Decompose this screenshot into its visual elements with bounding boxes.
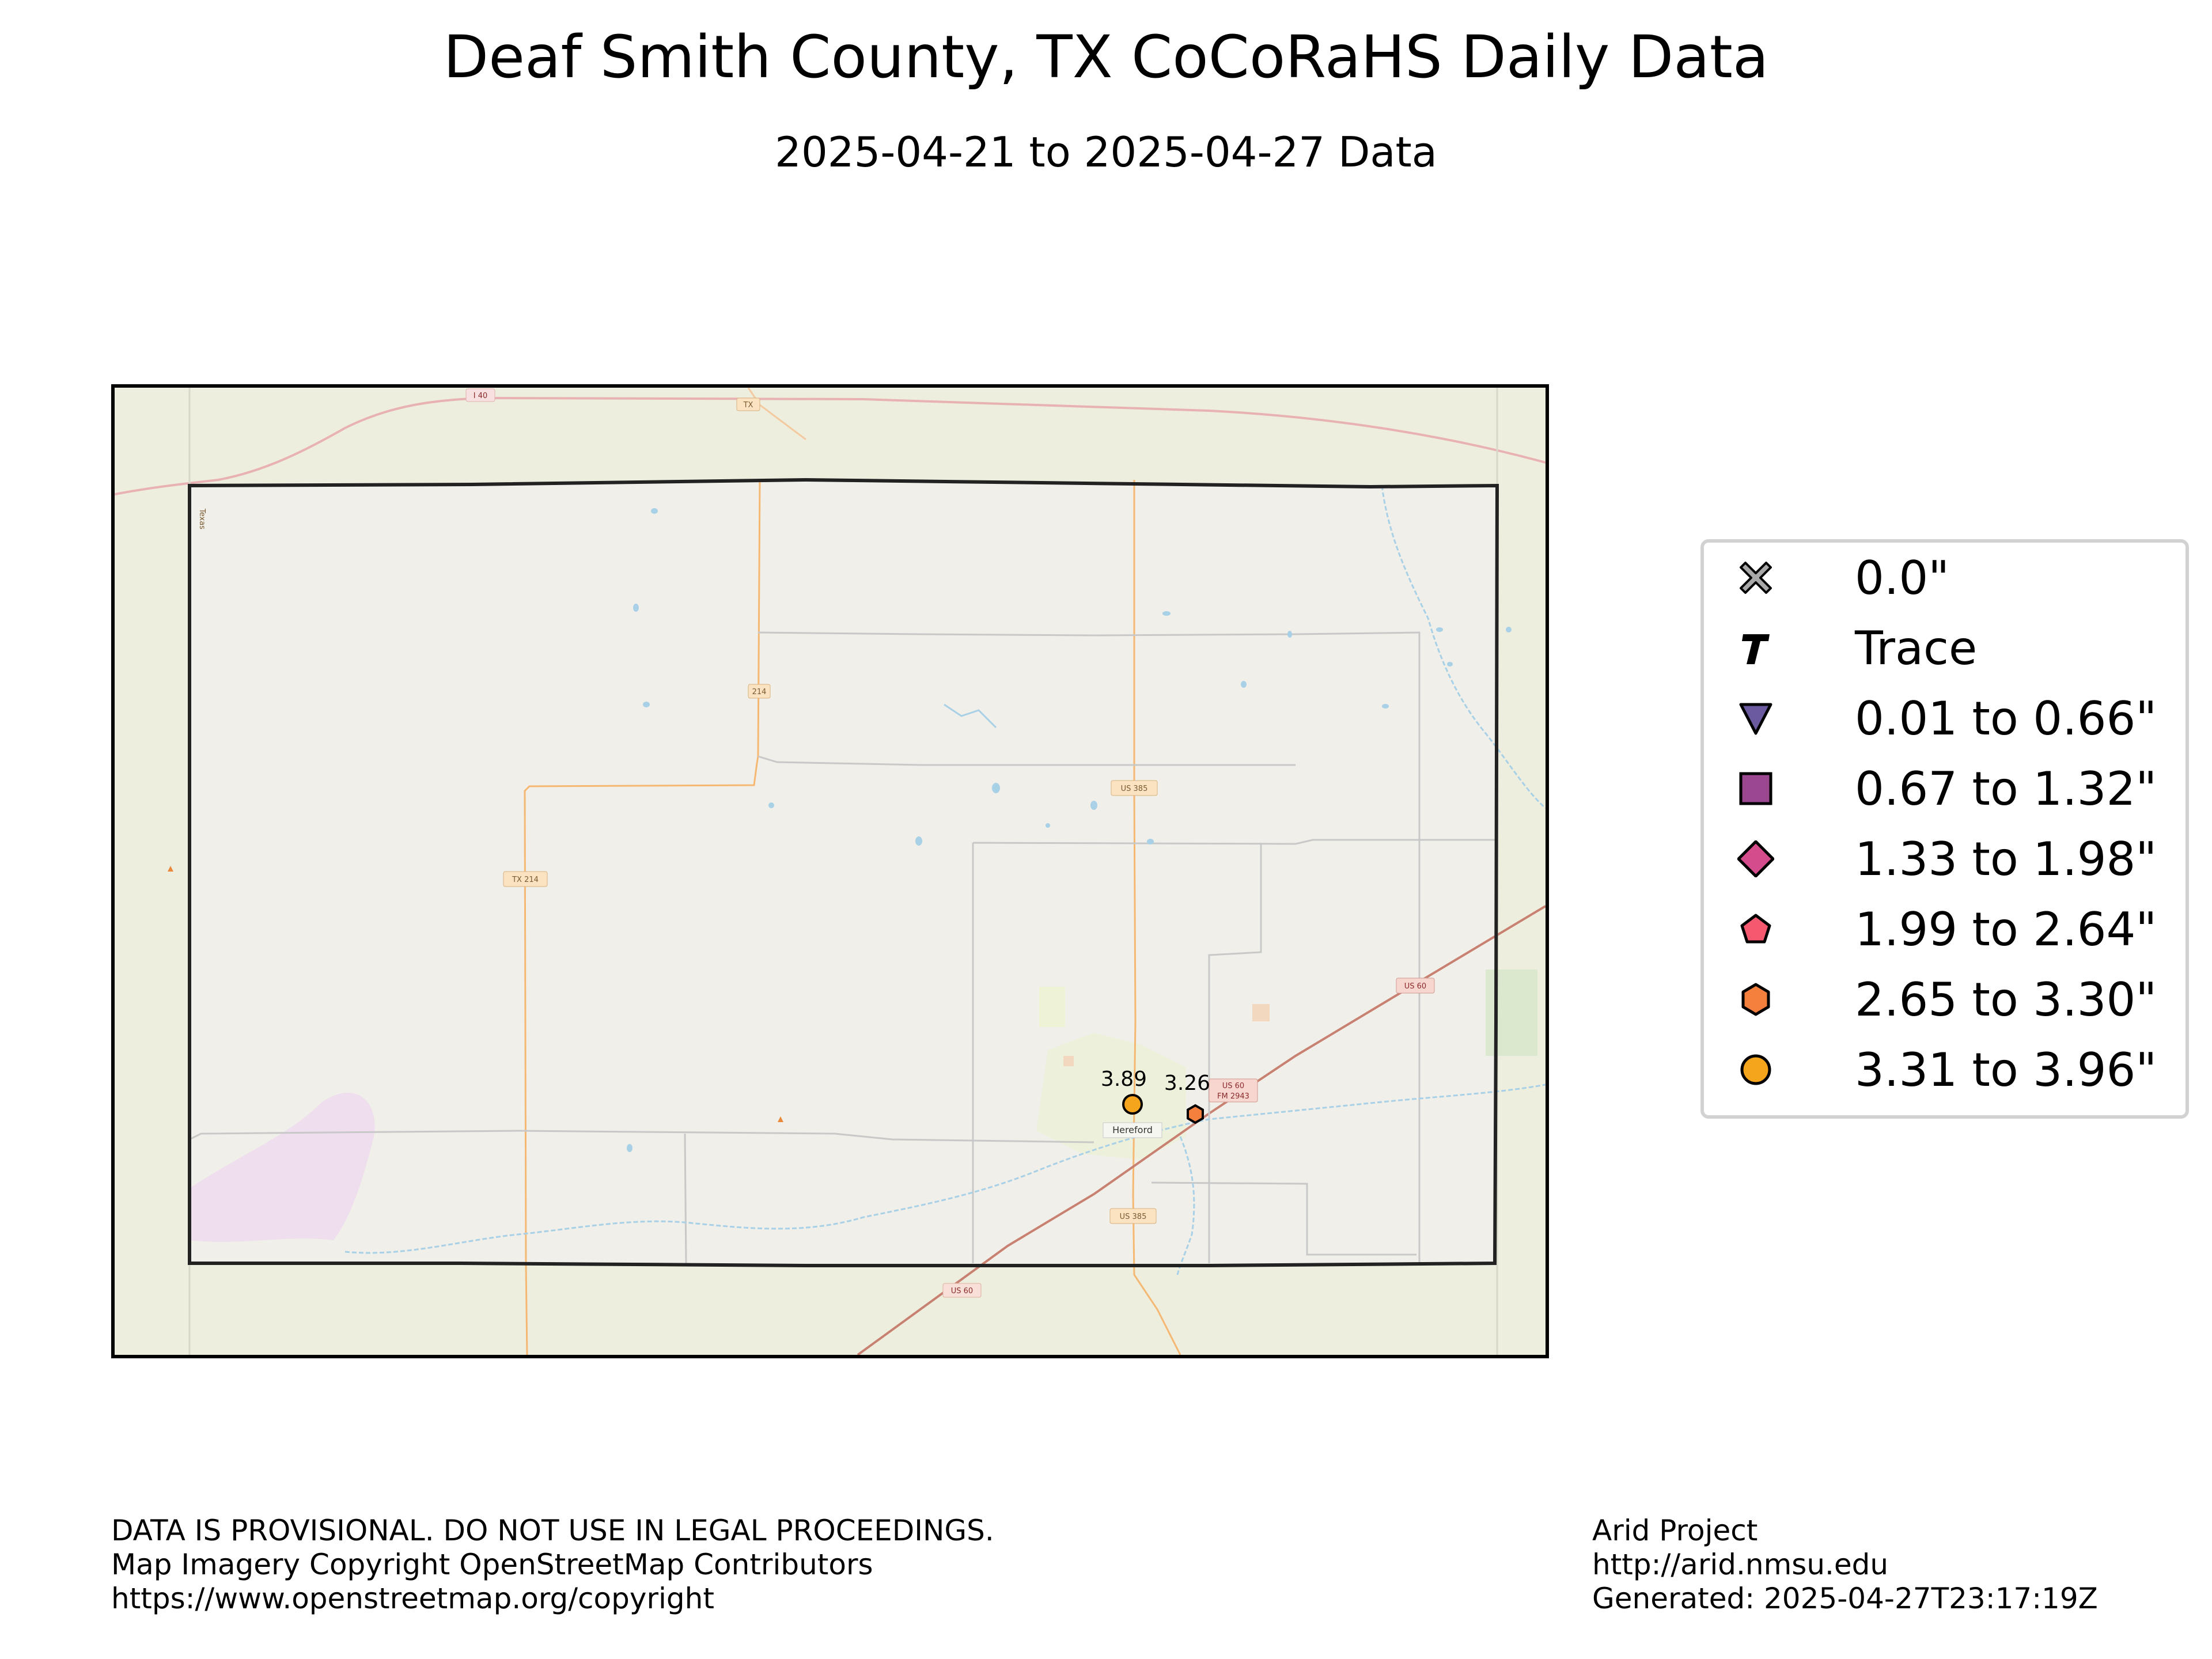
station-marker-3.26[interactable]: 3.26: [1164, 1071, 1210, 1124]
generated-timestamp: Generated: 2025-04-27T23:17:19Z: [1592, 1582, 2098, 1615]
stream: [944, 703, 997, 729]
pentagon-icon: [1737, 911, 1774, 948]
station-marker-3.89[interactable]: 3.89: [1101, 1067, 1147, 1115]
road-label-tx214-upper: 214: [748, 684, 771, 699]
road-label-us60-town: US 60 FM 2943: [1209, 1078, 1258, 1103]
legend-label: 0.67 to 1.32": [1855, 762, 2157, 816]
legend-label: 2.65 to 3.30": [1855, 973, 2157, 1027]
county-road: [684, 1133, 687, 1264]
legend-item-trace: Trace: [1704, 613, 2186, 683]
town-label-hereford: Hereford: [1103, 1122, 1162, 1138]
road-us60: [857, 905, 1546, 1355]
county-road: [189, 1130, 1094, 1143]
town-block: [1039, 987, 1065, 1027]
state-road: [747, 388, 806, 441]
legend-label: Trace: [1855, 622, 1978, 675]
legend-item-range-5: 2.65 to 3.30": [1704, 964, 2186, 1035]
legend-label: 1.33 to 1.98": [1855, 832, 2157, 886]
county-road: [757, 631, 1421, 1263]
legend: 0.0" Trace 0.01 to 0.66" 0.67 to 1.32": [1700, 539, 2189, 1119]
stream: [1381, 485, 1546, 809]
industrial-block: [1252, 1004, 1270, 1021]
disclaimer-text: DATA IS PROVISIONAL. DO NOT USE IN LEGAL…: [111, 1514, 994, 1547]
stream: [1176, 1136, 1195, 1275]
legend-item-range-6: 3.31 to 3.96": [1704, 1035, 2186, 1105]
county-road: [757, 755, 1296, 766]
stream: [344, 1084, 1546, 1254]
legend-label: 1.99 to 2.64": [1855, 903, 2157, 956]
map-panel[interactable]: 214 TX 214 US 385 US 385 US 60 US 60 FM …: [111, 384, 1549, 1358]
road-label-i40: I 40: [465, 388, 495, 402]
legend-label: 3.31 to 3.96": [1855, 1043, 2157, 1097]
road-tx214: [524, 479, 761, 1355]
road-label-us60-east: US 60: [1396, 978, 1435, 994]
svg-text:TX 214: TX 214: [512, 876, 539, 884]
x-icon: [1737, 559, 1774, 596]
chart-subtitle: 2025-04-21 to 2025-04-27 Data: [775, 128, 1437, 176]
county-road: [1151, 1181, 1416, 1256]
diamond-icon: [1737, 840, 1775, 878]
project-name: Arid Project: [1592, 1514, 1758, 1547]
county-outline: [188, 478, 1499, 1267]
landuse-area: [190, 1092, 375, 1242]
svg-text:US 60: US 60: [951, 1287, 973, 1296]
road-label-us385-north: US 385: [1111, 780, 1158, 796]
svg-text:I 40: I 40: [474, 392, 488, 400]
road-label-tx214: TX 214: [503, 871, 548, 887]
svg-text:US 385: US 385: [1121, 785, 1148, 793]
hexagon-icon: [1737, 981, 1774, 1018]
industrial-block: [1063, 1056, 1074, 1066]
county-map[interactable]: 214 TX 214 US 385 US 385 US 60 US 60 FM …: [115, 388, 1546, 1355]
copyright-text: Map Imagery Copyright OpenStreetMap Cont…: [111, 1548, 873, 1581]
svg-text:214: 214: [752, 688, 767, 696]
county-road: [972, 839, 1497, 1263]
state-line-label: Texas: [198, 508, 206, 529]
legend-label: 0.0": [1855, 551, 1950, 605]
svg-text:Hereford: Hereford: [1112, 1124, 1153, 1135]
footer-credits: Arid Project http://arid.nmsu.edu Genera…: [1592, 1514, 2098, 1616]
interstate-road: [115, 396, 1546, 495]
svg-text:TX: TX: [743, 401, 753, 410]
legend-item-range-3: 1.33 to 1.98": [1704, 824, 2186, 894]
county-area: [190, 480, 1497, 1266]
svg-text:US 60: US 60: [1222, 1082, 1244, 1090]
svg-text:US 60: US 60: [1404, 982, 1426, 991]
station-value-label: 3.26: [1164, 1071, 1210, 1095]
legend-item-zero: 0.0": [1704, 543, 2186, 613]
legend-item-range-4: 1.99 to 2.64": [1704, 894, 2186, 964]
road-label-tx-north: TX: [736, 397, 760, 411]
square-icon: [1737, 770, 1774, 807]
park-area: [1486, 969, 1537, 1056]
svg-text:FM 2943: FM 2943: [1217, 1092, 1249, 1101]
circle-icon: [1737, 1051, 1774, 1088]
legend-item-range-2: 0.67 to 1.32": [1704, 753, 2186, 824]
copyright-link[interactable]: https://www.openstreetmap.org/copyright: [111, 1582, 714, 1615]
poi-marker: [778, 1116, 783, 1122]
county-road: [1208, 843, 1262, 1263]
station-value-label: 3.89: [1101, 1067, 1147, 1091]
playa-lakes: [627, 508, 1512, 1152]
svg-text:US 385: US 385: [1120, 1213, 1147, 1221]
t-icon: [1737, 630, 1774, 666]
footer-disclaimer: DATA IS PROVISIONAL. DO NOT USE IN LEGAL…: [111, 1514, 994, 1616]
legend-item-range-1: 0.01 to 0.66": [1704, 683, 2186, 753]
chart-title: Deaf Smith County, TX CoCoRaHS Daily Dat…: [443, 23, 1769, 92]
triangle-down-icon: [1737, 700, 1774, 737]
road-label-us60-southwest: US 60: [942, 1283, 982, 1298]
poi-marker: [168, 866, 173, 872]
road-label-us385-south: US 385: [1109, 1208, 1157, 1224]
legend-label: 0.01 to 0.66": [1855, 692, 2157, 745]
project-link[interactable]: http://arid.nmsu.edu: [1592, 1548, 1889, 1581]
